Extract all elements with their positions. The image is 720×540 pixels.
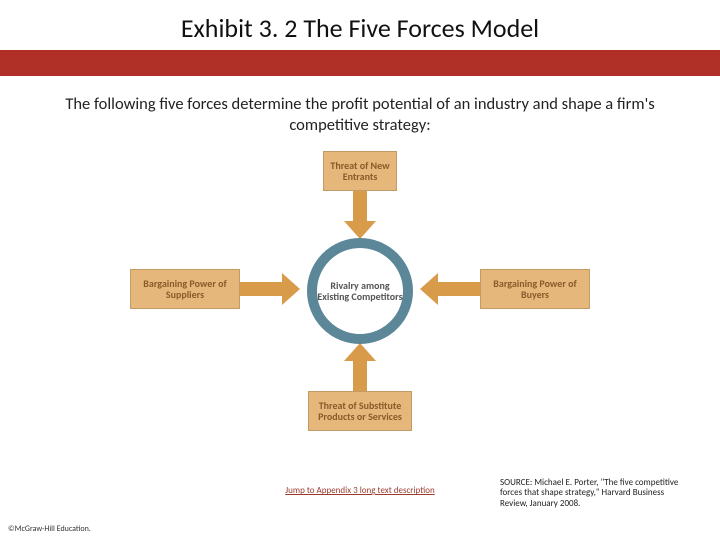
force-bottom: Threat of Substitute Products or Service…	[308, 391, 412, 431]
page-title: Exhibit 3. 2 The Five Forces Model	[0, 12, 720, 44]
center-rivalry: Rivalry among Existing Competitors	[307, 238, 413, 344]
arrow-bottom-head	[344, 343, 376, 361]
force-right: Bargaining Power of Buyers	[480, 269, 590, 309]
arrow-left-head	[282, 273, 300, 305]
force-left: Bargaining Power of Suppliers	[130, 269, 240, 309]
arrow-right-head	[420, 273, 438, 305]
title-banner	[0, 50, 720, 76]
arrow-bottom-stem	[353, 361, 367, 391]
copyright-text: ©McGraw-Hill Education.	[8, 524, 91, 534]
arrow-top-stem	[353, 191, 367, 221]
force-top: Threat of New Entrants	[323, 151, 397, 191]
arrow-top-head	[344, 221, 376, 239]
arrow-right-stem	[438, 282, 480, 296]
five-forces-diagram: Threat of New Entrants Bargaining Power …	[130, 151, 590, 431]
source-citation: SOURCE: Michael E. Porter, "The five com…	[500, 478, 680, 510]
subtitle-text: The following five forces determine the …	[0, 76, 720, 143]
arrow-left-stem	[240, 282, 282, 296]
jump-to-appendix-link[interactable]: Jump to Appendix 3 long text description	[285, 485, 434, 496]
